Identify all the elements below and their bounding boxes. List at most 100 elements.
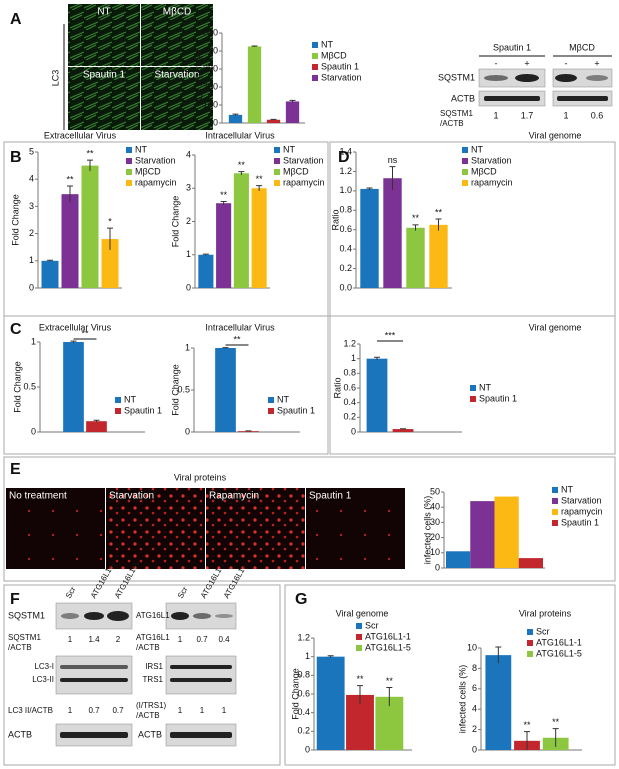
y-axis-label: Fold Change <box>12 361 22 413</box>
legend-swatch <box>552 498 558 504</box>
bar <box>247 46 262 123</box>
blot-band <box>484 96 540 101</box>
y-tick-label: 0.5 <box>177 384 190 394</box>
bar <box>518 558 543 568</box>
legend-label: Starvation <box>283 155 324 165</box>
bar <box>494 496 519 568</box>
panel-letter: F <box>10 591 20 608</box>
legend-label: Spautin 1 <box>479 393 517 403</box>
legend-label: NT <box>321 39 333 49</box>
legend-swatch <box>527 651 533 657</box>
micrograph <box>6 488 105 569</box>
bar <box>360 188 379 288</box>
micrograph <box>68 4 140 66</box>
y-tick-label: 0 <box>305 744 310 754</box>
error-bar <box>552 728 559 747</box>
y-tick-label: 0 <box>186 282 191 292</box>
chart-title: Viral genome <box>529 130 582 140</box>
micrograph <box>68 67 140 130</box>
ratio-value: 1.4 <box>88 635 100 644</box>
legend-label: NT <box>471 144 483 154</box>
legend-label: NT <box>561 484 573 494</box>
blot-row-label: ATG16L1 <box>136 611 170 620</box>
bar <box>61 194 79 288</box>
ratio-label: SQSTM1 <box>440 109 473 118</box>
legend-swatch <box>356 645 362 651</box>
bar <box>228 114 243 123</box>
lane-label: Scr <box>64 585 78 600</box>
panel-letter: G <box>295 591 307 608</box>
y-tick-label: 400 <box>203 45 218 55</box>
ratio-label: (I/TRS1) <box>136 701 167 710</box>
y-tick-label: 200 <box>203 81 218 91</box>
y-tick-label: 500 <box>203 27 218 37</box>
blot-row-label: ACTB <box>138 729 162 739</box>
ratio-value: 1 <box>178 706 183 715</box>
error-bar <box>327 655 334 658</box>
bar <box>251 188 267 288</box>
blot-band <box>84 612 104 620</box>
error-bar <box>412 224 419 231</box>
y-tick-label: 1.2 <box>297 632 310 642</box>
bar <box>392 429 414 432</box>
error-bar <box>47 259 53 262</box>
lane-label: - <box>565 58 568 68</box>
blot-band <box>170 678 232 682</box>
legend-label: Spautin 1 <box>277 405 315 415</box>
legend-swatch <box>552 509 558 515</box>
ratio-value: 1 <box>493 110 498 120</box>
y-tick-label: 20 <box>430 532 440 542</box>
panel-letter: A <box>10 11 22 28</box>
blot-group: MβCD <box>569 42 595 52</box>
chart-title: Viral proteins <box>519 608 572 618</box>
y-tick-label: 0.0 <box>339 282 352 292</box>
legend-label: MβCD <box>321 50 347 60</box>
legend-label: ATG16L1-5 <box>536 648 582 658</box>
legend-label: rapamycin <box>471 177 513 187</box>
y-tick-label: 10 <box>467 642 477 652</box>
panel-frame <box>329 141 616 455</box>
ratio-value: 1 <box>68 706 73 715</box>
y-tick-label: 0.4 <box>339 244 352 254</box>
chart-title: Viral genome <box>529 322 582 332</box>
lane-label: - <box>495 58 498 68</box>
error-bar <box>400 428 406 430</box>
y-tick-label: 5 <box>29 146 34 156</box>
significance-label: *** <box>385 330 396 340</box>
chart-title: Extracellular Virus <box>44 130 117 140</box>
blot <box>552 68 613 88</box>
legend-swatch <box>462 158 468 164</box>
legend-swatch <box>312 75 318 81</box>
legend-swatch <box>462 147 468 153</box>
significance-label: ** <box>412 213 420 223</box>
significance-label: ** <box>256 174 264 184</box>
legend-label: ATG16L1-1 <box>365 631 411 641</box>
blot-band <box>170 732 232 738</box>
blot-band <box>484 75 508 81</box>
significance-label: ** <box>523 720 531 730</box>
legend-label: rapamycin <box>283 177 325 187</box>
y-tick-label: 0.5 <box>23 381 36 391</box>
lane-label: + <box>524 58 529 68</box>
legend-label: Scr <box>365 620 379 630</box>
legend-swatch <box>274 180 280 186</box>
legend-swatch <box>274 147 280 153</box>
ratio-label: /ACTB <box>136 711 160 720</box>
ratio-label: SQSTM1 <box>8 633 41 642</box>
ratio-label: /ACTB <box>440 119 464 128</box>
ratio-value: 1.7 <box>521 110 534 120</box>
y-tick-label: 30 <box>430 517 440 527</box>
blot-band <box>60 678 128 682</box>
y-tick-label: 4 <box>29 174 34 184</box>
micrograph <box>106 488 205 569</box>
y-tick-label: 0.6 <box>343 382 356 392</box>
error-bar <box>495 646 502 664</box>
y-tick-label: 8 <box>472 663 477 673</box>
legend-swatch <box>527 629 533 635</box>
panel-frame <box>3 584 281 766</box>
lane-label: Scr <box>176 585 190 600</box>
blot <box>165 655 237 695</box>
error-bar <box>107 227 113 250</box>
legend-label: MβCD <box>135 166 161 176</box>
blot-row-label: SQSTM1 <box>8 610 45 620</box>
